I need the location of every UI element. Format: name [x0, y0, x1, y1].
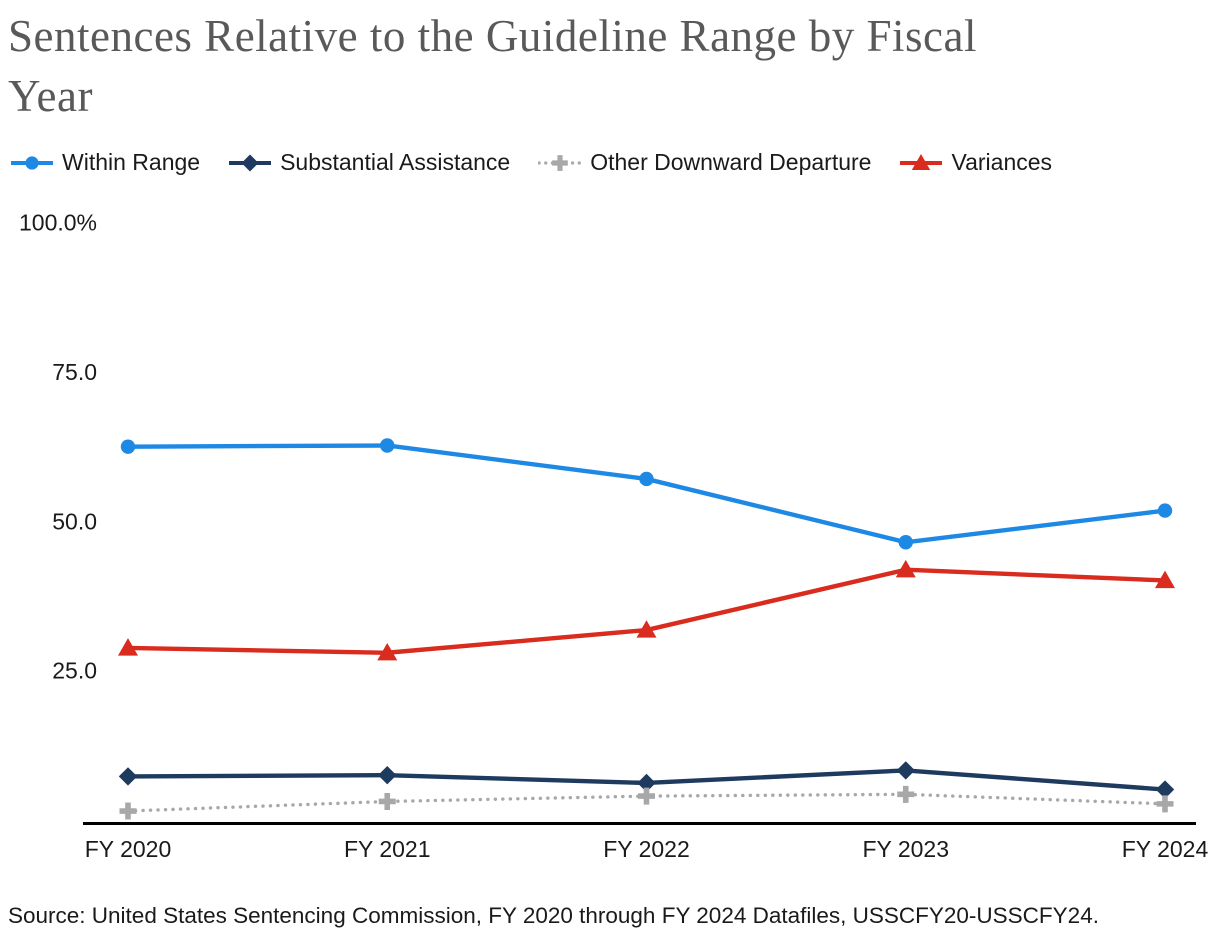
plus-marker	[552, 154, 569, 171]
plus-marker[interactable]	[119, 802, 137, 820]
circle-legend-icon	[11, 155, 53, 170]
y-axis-tick-100-0-: 100.0%	[19, 210, 97, 236]
triangle-marker[interactable]	[636, 620, 657, 638]
legend-item-substantial-assistance[interactable]: Substantial Assistance	[228, 149, 510, 176]
diamond-marker	[241, 154, 259, 171]
diamond-legend-icon	[229, 154, 272, 171]
chart-title: Sentences Relative to the Guideline Rang…	[8, 6, 1198, 126]
diamond-marker[interactable]	[896, 761, 915, 780]
triangle-marker[interactable]	[377, 642, 398, 661]
triangle-legend-icon	[900, 153, 943, 170]
legend-label-substantial-assistance: Substantial Assistance	[280, 149, 511, 175]
circle-marker[interactable]	[898, 535, 913, 550]
triangle-marker[interactable]	[118, 638, 138, 656]
circle-marker[interactable]	[380, 438, 395, 453]
legend-item-other-downward-departure[interactable]: Other Downward Departure	[538, 149, 871, 176]
circle-marker[interactable]	[120, 439, 136, 454]
legend: Within Range Substantial Assistance Other …	[10, 149, 1052, 176]
circle-marker	[25, 155, 39, 170]
y-axis-tick-25-0: 25.0	[52, 658, 97, 684]
chart-title-line-2: Year	[8, 71, 93, 121]
legend-item-within-range[interactable]: Within Range	[10, 149, 200, 176]
plus-legend-icon	[538, 154, 583, 171]
legend-label-within-range: Within Range	[62, 149, 201, 175]
series-within-range	[120, 438, 1173, 550]
circle-marker[interactable]	[639, 471, 654, 487]
source-note: Source: United States Sentencing Commiss…	[8, 903, 1099, 928]
chart-title-line-1: Sentences Relative to the Guideline Rang…	[8, 11, 978, 61]
x-axis-tick-fy-2020: FY 2020	[85, 836, 172, 862]
circle-marker[interactable]	[1157, 503, 1173, 518]
series-line-variances	[127, 567, 1166, 655]
x-axis-tick-fy-2021: FY 2021	[344, 836, 431, 862]
triangle-marker[interactable]	[895, 559, 916, 578]
triangle-marker	[912, 153, 931, 170]
plus-marker[interactable]	[638, 787, 655, 805]
x-axis-tick-fy-2022: FY 2022	[603, 836, 690, 862]
plus-marker[interactable]	[1156, 795, 1174, 813]
legend-label-other-downward-departure: Other Downward Departure	[590, 149, 872, 175]
series-substantial-assistance	[118, 761, 1175, 799]
plus-marker[interactable]	[378, 792, 396, 810]
series-variances	[118, 559, 1175, 661]
x-axis-tick-fy-2023: FY 2023	[862, 836, 949, 862]
legend-label-variances: Variances	[951, 149, 1053, 175]
diamond-marker[interactable]	[1155, 780, 1175, 799]
diamond-marker[interactable]	[378, 765, 397, 785]
triangle-marker[interactable]	[1155, 570, 1175, 589]
series-line-within-range	[127, 443, 1166, 545]
series-other-downward-departure	[119, 785, 1174, 820]
diamond-marker[interactable]	[637, 773, 656, 793]
diamond-marker[interactable]	[118, 767, 138, 786]
x-axis-tick-fy-2024: FY 2024	[1122, 836, 1209, 862]
plus-marker[interactable]	[897, 785, 915, 803]
y-axis-tick-75-0: 75.0	[52, 359, 97, 385]
legend-item-variances[interactable]: Variances	[899, 149, 1052, 176]
y-axis-tick-50-0: 50.0	[52, 508, 97, 534]
